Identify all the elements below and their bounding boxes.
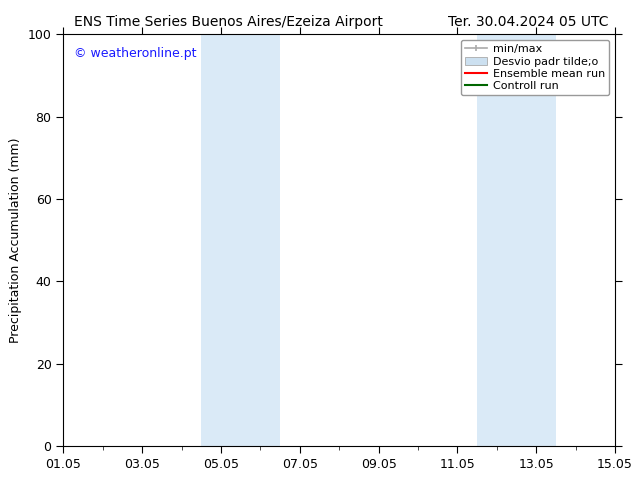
Text: Ter. 30.04.2024 05 UTC: Ter. 30.04.2024 05 UTC — [448, 15, 609, 29]
Legend: min/max, Desvio padr tilde;o, Ensemble mean run, Controll run: min/max, Desvio padr tilde;o, Ensemble m… — [460, 40, 609, 96]
Text: ENS Time Series Buenos Aires/Ezeiza Airport: ENS Time Series Buenos Aires/Ezeiza Airp… — [74, 15, 384, 29]
Bar — [477, 34, 556, 446]
Text: © weatheronline.pt: © weatheronline.pt — [74, 47, 197, 60]
Y-axis label: Precipitation Accumulation (mm): Precipitation Accumulation (mm) — [9, 137, 22, 343]
Bar — [202, 34, 280, 446]
